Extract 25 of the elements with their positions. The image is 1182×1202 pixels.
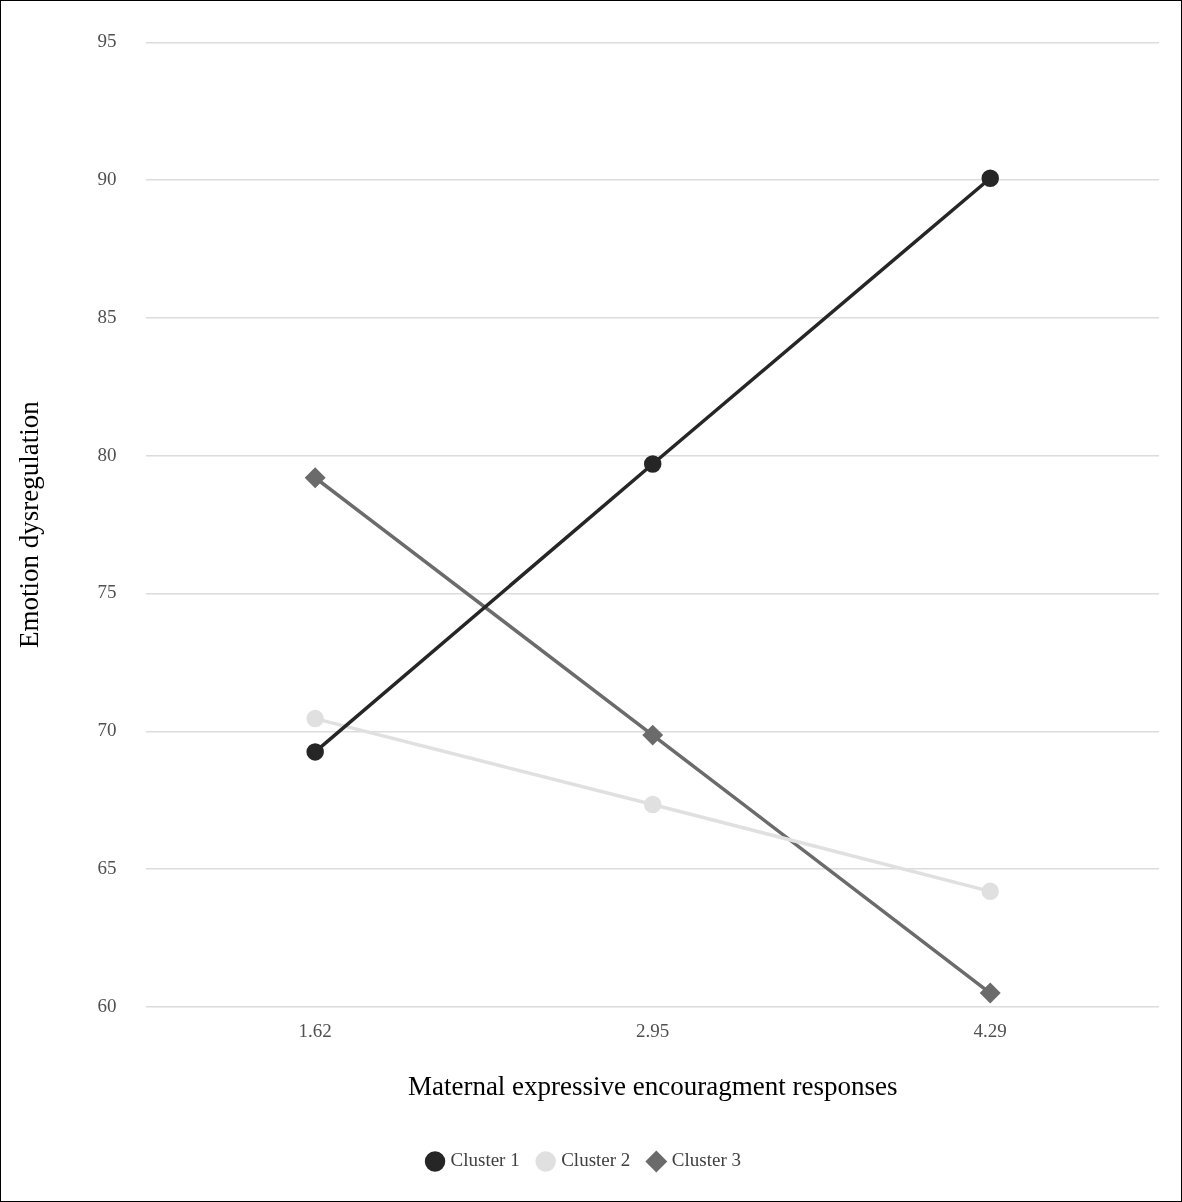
point bbox=[643, 795, 662, 814]
y-axis-title: Emotion dysregulation bbox=[14, 400, 45, 648]
point bbox=[305, 468, 325, 488]
legend-label: Cluster 3 bbox=[671, 1149, 741, 1171]
y-tick-label: 60 bbox=[97, 994, 117, 1016]
legend-label: Cluster 2 bbox=[561, 1149, 631, 1171]
y-tick-label: 65 bbox=[97, 857, 117, 879]
y-tick-label: 80 bbox=[97, 443, 117, 465]
point bbox=[642, 725, 663, 745]
x-tick-label: 2.95 bbox=[636, 1020, 670, 1042]
point bbox=[981, 169, 999, 187]
legend-label: Cluster 1 bbox=[450, 1149, 520, 1171]
point bbox=[643, 455, 662, 473]
y-tick-label: 85 bbox=[97, 305, 117, 327]
x-tick-label: 4.29 bbox=[973, 1020, 1007, 1042]
point bbox=[306, 743, 324, 761]
x-tick-label: 1.62 bbox=[298, 1020, 332, 1042]
y-tick-label: 95 bbox=[97, 30, 117, 52]
point bbox=[980, 983, 1000, 1003]
x-axis-title: Maternal expressive encouragment responses bbox=[407, 1070, 898, 1101]
point bbox=[306, 709, 324, 728]
y-tick-label: 75 bbox=[97, 581, 117, 603]
point bbox=[981, 882, 999, 901]
y-tick-label: 70 bbox=[97, 719, 117, 741]
y-tick-label: 90 bbox=[97, 168, 117, 190]
